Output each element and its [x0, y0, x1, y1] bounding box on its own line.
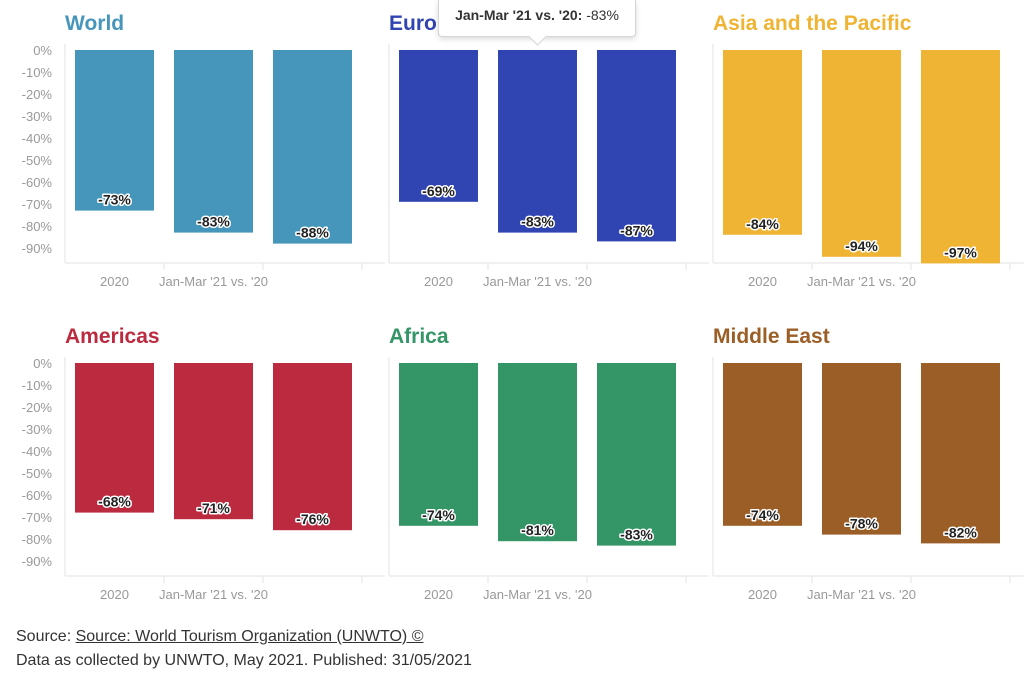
world-ytick: -90% — [22, 241, 53, 256]
world-bar — [273, 50, 352, 244]
africa-bar — [399, 363, 478, 526]
europe-bar — [498, 50, 577, 233]
world-category-label: 2020 — [100, 274, 129, 289]
americas-ytick: -80% — [22, 532, 53, 547]
asia-and-the-pacific-category-label: 2020 — [748, 274, 777, 289]
world-data-label: -88% — [296, 225, 329, 241]
europe-bar — [399, 50, 478, 202]
americas-ytick: -30% — [22, 422, 53, 437]
world-ytick: 0% — [33, 43, 52, 58]
americas-ytick: -10% — [22, 378, 53, 393]
americas-ytick: -20% — [22, 400, 53, 415]
americas-ytick: -50% — [22, 466, 53, 481]
source-prefix: Source: — [16, 628, 72, 645]
americas-title: Americas — [65, 325, 160, 348]
asia-and-the-pacific-data-label: -97% — [944, 244, 977, 260]
americas-category-label: 2020 — [100, 587, 129, 602]
americas-ytick: -40% — [22, 444, 53, 459]
tooltip-key: Jan-Mar '21 vs. '20: — [455, 7, 583, 23]
africa-data-label: -81% — [521, 522, 554, 538]
middle-east-bar — [822, 363, 901, 535]
europe-category-label: Jan-Mar '21 vs. '20 — [483, 274, 592, 289]
world-ytick: -30% — [22, 109, 53, 124]
world-ytick: -60% — [22, 175, 53, 190]
americas-category-label: Jan-Mar '21 vs. '20 — [159, 587, 268, 602]
americas-ytick: -70% — [22, 510, 53, 525]
small-multiples-chart: World 0% -10% -20% -30% -40% -50% -60% -70% -80% -… — [22, 12, 1024, 602]
world-ytick: -20% — [22, 87, 53, 102]
middle-east-data-label: -74% — [746, 507, 779, 523]
americas-data-label: -76% — [296, 511, 329, 527]
americas-data-label: -68% — [98, 494, 131, 510]
asia-and-the-pacific-bar — [822, 50, 901, 257]
world-title: World — [65, 12, 124, 35]
chart-tooltip: Jan-Mar '21 vs. '20: -83% — [438, 0, 636, 46]
world-data-label: -83% — [197, 214, 230, 230]
world-bar — [174, 50, 253, 233]
middle-east-bar — [921, 363, 1000, 544]
world-ytick: -40% — [22, 131, 53, 146]
world-ytick: -80% — [22, 219, 53, 234]
africa-bar — [597, 363, 676, 546]
middle-east-title: Middle East — [713, 325, 830, 348]
americas-ytick: -60% — [22, 488, 53, 503]
middle-east-bar — [723, 363, 802, 526]
world-ytick: -70% — [22, 197, 53, 212]
asia-and-the-pacific-bar — [921, 50, 1000, 264]
middle-east-data-label: -82% — [944, 524, 977, 540]
asia-and-the-pacific-category-label: Jan-Mar '21 vs. '20 — [807, 274, 916, 289]
source-link[interactable]: Source: World Tourism Organization (UNWT… — [75, 628, 424, 645]
africa-bar — [498, 363, 577, 542]
americas-ytick: -90% — [22, 554, 53, 569]
asia-and-the-pacific-data-label: -84% — [746, 216, 779, 232]
europe-category-label: 2020 — [424, 274, 453, 289]
world-bar — [75, 50, 154, 211]
world-ytick: -10% — [22, 65, 53, 80]
americas-bar — [174, 363, 253, 520]
africa-title: Africa — [389, 325, 449, 348]
africa-category-label: 2020 — [424, 587, 453, 602]
asia-and-the-pacific-bar — [723, 50, 802, 235]
americas-bar — [273, 363, 352, 531]
world-ytick: -50% — [22, 153, 53, 168]
tooltip-value: -83% — [586, 7, 619, 23]
americas-bar — [75, 363, 154, 513]
world-category-label: Jan-Mar '21 vs. '20 — [159, 274, 268, 289]
middle-east-category-label: 2020 — [748, 587, 777, 602]
europe-bar — [597, 50, 676, 242]
asia-and-the-pacific-title: Asia and the Pacific — [713, 12, 912, 35]
europe-data-label: -69% — [422, 183, 455, 199]
footer: Source: Source: World Tourism Organizati… — [16, 625, 472, 673]
europe-data-label: -83% — [521, 214, 554, 230]
africa-data-label: -74% — [422, 507, 455, 523]
data-note: Data as collected by UNWTO, May 2021. Pu… — [16, 652, 472, 669]
middle-east-data-label: -78% — [845, 516, 878, 532]
africa-category-label: Jan-Mar '21 vs. '20 — [483, 587, 592, 602]
americas-data-label: -71% — [197, 500, 230, 516]
middle-east-category-label: Jan-Mar '21 vs. '20 — [807, 587, 916, 602]
americas-ytick: 0% — [33, 356, 52, 371]
source-line: Source: Source: World Tourism Organizati… — [16, 625, 472, 649]
asia-and-the-pacific-data-label: -94% — [845, 238, 878, 254]
europe-data-label: -87% — [620, 222, 653, 238]
world-data-label: -73% — [98, 192, 131, 208]
africa-data-label: -83% — [620, 527, 653, 543]
